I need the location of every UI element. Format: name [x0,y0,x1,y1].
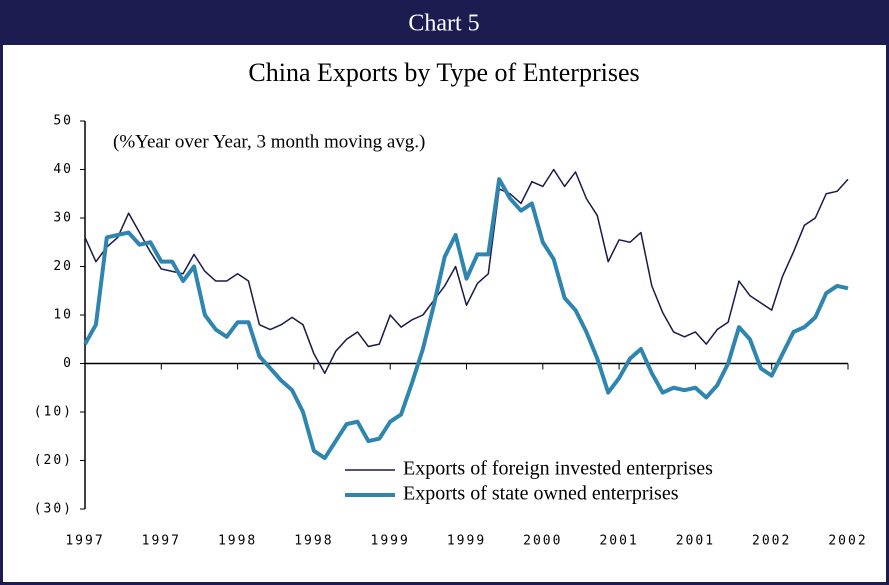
chart-title: China Exports by Type of Enterprises [248,58,639,87]
y-tick-label: 20 [53,259,73,274]
y-tick-label: 30 [53,211,73,226]
y-tick-label: (10) [34,405,73,420]
x-tick-label: 1998 [218,534,257,549]
y-tick-label: (20) [34,453,73,468]
x-tick-label: 1999 [447,534,486,549]
y-tick-label: 10 [53,308,73,323]
annotation: (%Year over Year, 3 month moving avg.) [113,131,425,152]
x-tick-label: 1997 [65,534,104,549]
x-tick-label: 2002 [828,534,867,549]
header: Chart 5 [408,11,479,37]
y-tick-label: 0 [63,356,73,371]
legend-label: Exports of state owned enterprises [403,483,679,505]
y-tick-label: 40 [53,162,73,177]
series-line [84,168,849,374]
x-tick-label: 2002 [752,534,791,549]
header-band [0,0,889,45]
y-tick-label: 50 [53,114,73,129]
x-tick-label: 1999 [371,534,410,549]
x-tick-label: 2000 [523,534,562,549]
series-line [83,177,849,461]
legend-label: Exports of foreign invested enterprises [403,458,713,480]
x-tick-label: 2001 [599,534,638,549]
y-tick-label: (30) [34,502,73,517]
x-tick-label: 1998 [294,534,333,549]
x-tick-label: 2001 [676,534,715,549]
x-tick-label: 1997 [142,534,181,549]
